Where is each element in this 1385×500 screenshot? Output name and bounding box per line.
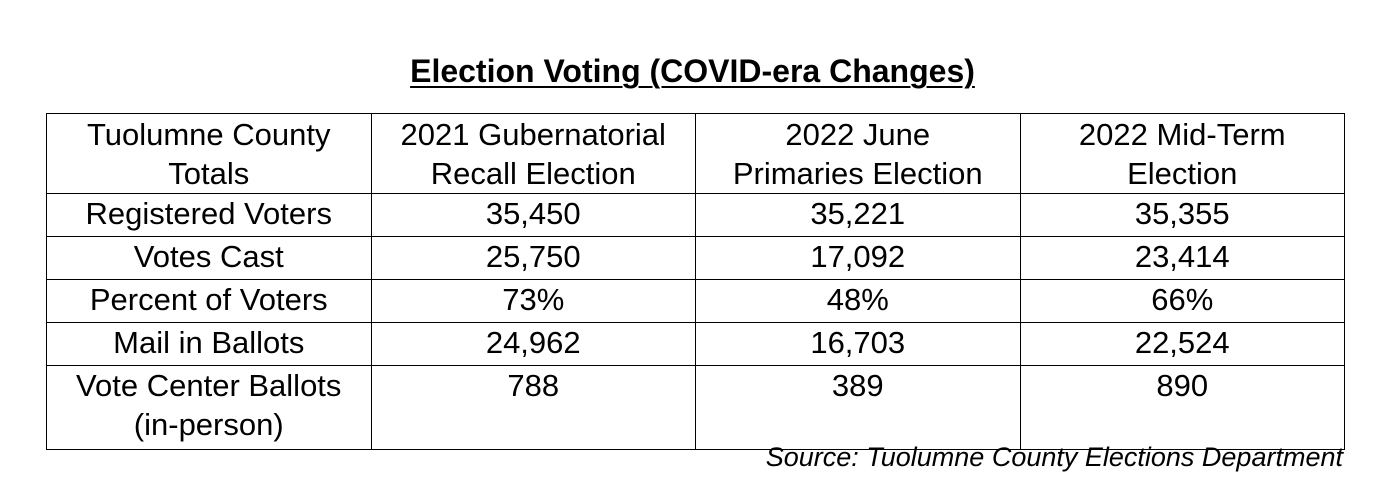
- cell-text: 73%: [502, 282, 565, 317]
- table-cell: 25,750: [370, 236, 696, 280]
- page-title: Election Voting (COVID-era Changes): [410, 53, 975, 90]
- table-cell: 73%: [370, 279, 696, 323]
- table-cell: 17,092: [695, 236, 1021, 280]
- cell-text: Votes Cast: [133, 239, 284, 274]
- cell-text: 24,962: [485, 325, 581, 360]
- header-2022-midterm: 2022 Mid-Term Election: [1019, 113, 1345, 194]
- cell-text: Vote Center Ballots (in-person): [76, 368, 342, 442]
- cell-text: Registered Voters: [85, 196, 332, 231]
- cell-text: 35,450: [485, 196, 581, 231]
- header-label: 2022 Mid-Term Election: [1078, 117, 1286, 191]
- election-results-table: Tuolumne County Totals 2021 Gubernatoria…: [46, 113, 1345, 450]
- table-row-votes-cast: Votes Cast 25,750 17,092 23,414: [46, 236, 1345, 280]
- header-label: 2021 Gubernatorial Recall Election: [400, 117, 666, 191]
- cell-text: 35,355: [1134, 196, 1230, 231]
- cell-text: 16,703: [810, 325, 906, 360]
- table-row-mail-in-ballots: Mail in Ballots 24,962 16,703 22,524: [46, 322, 1345, 366]
- header-2021-recall: 2021 Gubernatorial Recall Election: [370, 113, 696, 194]
- cell-text: 17,092: [810, 239, 906, 274]
- table-header-row: Tuolumne County Totals 2021 Gubernatoria…: [46, 113, 1345, 194]
- source-note: Source: Tuolumne County Elections Depart…: [765, 442, 1343, 472]
- cell-text: 788: [507, 368, 560, 403]
- cell-text: 389: [831, 368, 884, 403]
- table-cell: 890: [1019, 365, 1345, 450]
- row-label: Percent of Voters: [46, 279, 372, 323]
- table-cell: 389: [695, 365, 1021, 450]
- table-cell: 22,524: [1019, 322, 1345, 366]
- cell-text: Mail in Ballots: [113, 325, 305, 360]
- table-cell: 23,414: [1019, 236, 1345, 280]
- table-row-vote-center-ballots: Vote Center Ballots (in-person) 788 389 …: [46, 365, 1345, 450]
- table-cell: 35,221: [695, 193, 1021, 237]
- table-row-registered-voters: Registered Voters 35,450 35,221 35,355: [46, 193, 1345, 237]
- cell-text: 22,524: [1134, 325, 1230, 360]
- header-label: 2022 June Primaries Election: [732, 117, 983, 191]
- cell-text: 48%: [826, 282, 889, 317]
- cell-text: Percent of Voters: [89, 282, 328, 317]
- table-cell: 788: [370, 365, 696, 450]
- header-2022-primaries: 2022 June Primaries Election: [695, 113, 1021, 194]
- header-county-totals: Tuolumne County Totals: [46, 113, 372, 194]
- table-cell: 66%: [1019, 279, 1345, 323]
- cell-text: 35,221: [810, 196, 906, 231]
- row-label: Vote Center Ballots (in-person): [46, 365, 372, 450]
- cell-text: 23,414: [1134, 239, 1230, 274]
- table-cell: 35,355: [1019, 193, 1345, 237]
- cell-text: 890: [1156, 368, 1209, 403]
- table-cell: 16,703: [695, 322, 1021, 366]
- table-row-percent-of-voters: Percent of Voters 73% 48% 66%: [46, 279, 1345, 323]
- table-cell: 48%: [695, 279, 1021, 323]
- table-cell: 24,962: [370, 322, 696, 366]
- row-label: Mail in Ballots: [46, 322, 372, 366]
- header-label: Tuolumne County Totals: [86, 117, 331, 191]
- table-cell: 35,450: [370, 193, 696, 237]
- row-label: Votes Cast: [46, 236, 372, 280]
- cell-text: 25,750: [485, 239, 581, 274]
- cell-text: 66%: [1151, 282, 1214, 317]
- row-label: Registered Voters: [46, 193, 372, 237]
